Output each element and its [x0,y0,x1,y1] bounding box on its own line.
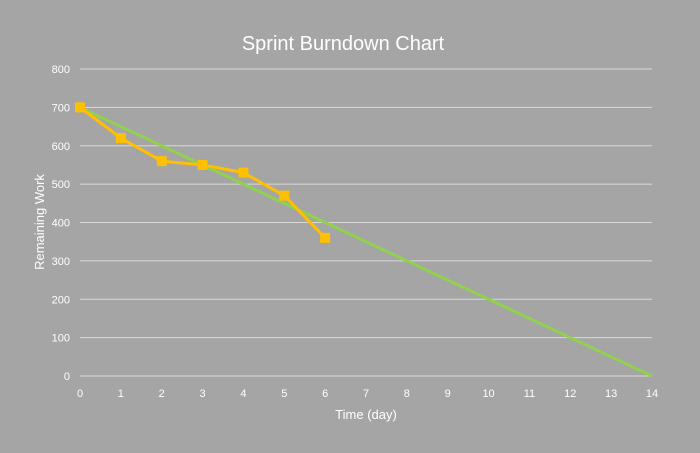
x-axis-ticks: 0 1 2 3 4 5 6 7 8 9 10 11 12 13 14 [77,388,658,400]
x-tick-label-0: 0 [77,388,83,400]
series-2-point-day-2 [156,156,167,167]
x-axis-label: Time (day) [335,407,397,422]
y-tick-label-600: 600 [52,141,70,153]
x-tick-label-9: 9 [445,388,451,400]
series-2-line [79,106,327,239]
y-axis-ticks: 0 100 200 300 400 500 600 700 800 [52,64,70,383]
x-tick-label-11: 11 [524,388,535,400]
x-tick-label-13: 13 [605,388,617,400]
x-tick-label-5: 5 [281,388,287,400]
series-layer [75,102,653,378]
y-tick-label-100: 100 [52,333,70,345]
y-tick-label-500: 500 [52,179,70,191]
series-2-point-day-5 [279,190,290,201]
x-tick-label-12: 12 [564,388,576,400]
x-tick-label-10: 10 [482,388,494,400]
gridlines [80,68,652,377]
chart-title: Sprint Burndown Chart [242,33,445,55]
x-tick-label-7: 7 [363,388,369,400]
x-tick-label-2: 2 [159,388,165,400]
x-tick-label-8: 8 [404,388,410,400]
x-tick-label-1: 1 [118,388,124,400]
series-2-point-day-6 [320,232,331,243]
y-tick-label-800: 800 [52,64,70,76]
series-2-point-day-0 [75,102,85,113]
y-tick-label-400: 400 [52,218,70,230]
y-tick-label-300: 300 [52,256,70,268]
series-2-point-day-3 [197,159,208,170]
y-tick-label-0: 0 [64,371,70,383]
y-tick-label-200: 200 [52,294,70,306]
series-2-point-day-4 [238,167,249,178]
series-1-line [79,106,653,378]
series-2-point-day-1 [115,133,126,144]
x-tick-label-6: 6 [322,388,328,400]
x-tick-label-14: 14 [646,388,658,400]
x-tick-label-4: 4 [240,388,246,400]
y-axis-label: Remaining Work [32,174,47,270]
y-tick-label-700: 700 [52,102,70,114]
x-tick-label-3: 3 [200,388,206,400]
